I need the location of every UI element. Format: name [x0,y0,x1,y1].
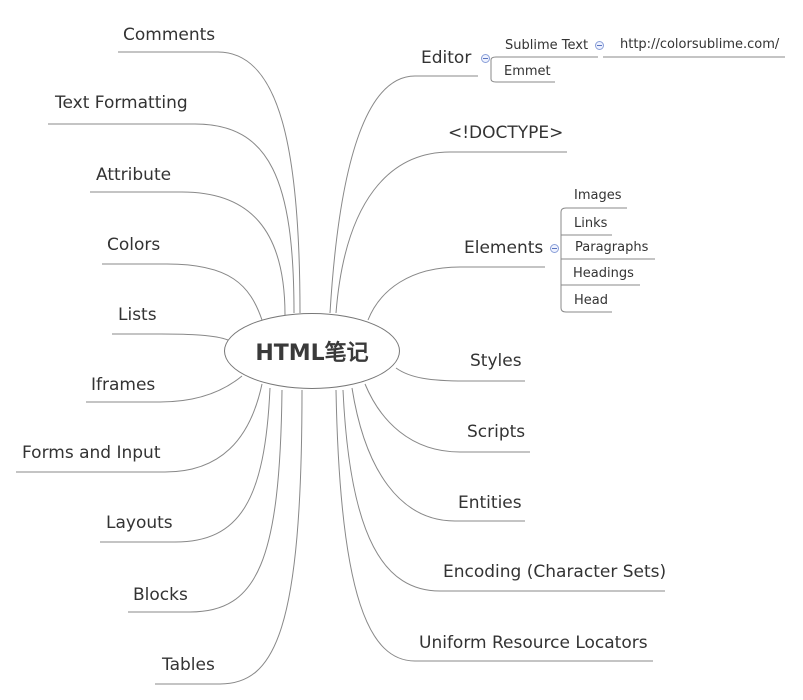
branch-encoding[interactable]: Encoding (Character Sets) [443,562,667,582]
connector-images [560,207,627,267]
connector-iframes [86,375,243,403]
node-sublime-text[interactable]: Sublime Text [505,38,589,53]
connector-emmet [490,76,555,83]
connector-head [560,267,612,313]
branch-attribute[interactable]: Attribute [96,165,172,185]
branch-iframes[interactable]: Iframes [91,375,156,395]
connector-sublime-text [490,56,598,76]
connector-doctype [335,151,567,314]
connector-blocks [128,389,283,613]
branch-entities[interactable]: Entities [458,493,522,513]
branch-blocks[interactable]: Blocks [133,585,188,605]
branch-layouts[interactable]: Layouts [106,513,173,533]
branch-editor[interactable]: Editor [421,48,472,68]
connector-text-formatting [48,123,295,314]
node-headings[interactable]: Headings [573,266,634,281]
connector-colors [102,263,263,321]
branch-forms-and-input[interactable]: Forms and Input [22,443,161,463]
collapse-editor-icon[interactable] [481,54,490,63]
branch-comments[interactable]: Comments [123,25,216,45]
branch-scripts[interactable]: Scripts [467,422,526,442]
branch-elements[interactable]: Elements [464,238,544,258]
branch-doctype[interactable]: <!DOCTYPE> [448,123,564,143]
node-colorsublime-url[interactable]: http://colorsublime.com/ [620,37,780,52]
branch-text-formatting[interactable]: Text Formatting [55,93,188,113]
branch-uniform-resource-locators[interactable]: Uniform Resource Locators [419,633,648,653]
connector-styles [395,367,525,382]
connector-elements [367,266,545,321]
branch-colors[interactable]: Colors [107,235,161,255]
connector-layouts [100,387,271,543]
collapse-elements-icon[interactable] [550,244,559,253]
connector-tables [155,389,303,685]
connector-forms-and-input [16,383,263,473]
connector-encoding [342,389,665,592]
node-images[interactable]: Images [574,188,622,203]
node-emmet[interactable]: Emmet [504,64,551,79]
branch-styles[interactable]: Styles [470,351,522,371]
connector-entities [351,387,525,522]
node-links[interactable]: Links [574,216,608,231]
root-label: HTML笔记 [255,341,369,366]
connector-lists [112,333,229,341]
connector-urls [335,389,653,662]
connector-scripts [364,383,530,453]
connector-comments [118,51,301,314]
node-head[interactable]: Head [574,293,608,308]
branch-lists[interactable]: Lists [118,305,157,325]
connector-editor [329,75,478,314]
root-node[interactable]: HTML笔记 [224,313,400,389]
connector-attribute [90,191,286,316]
branch-tables[interactable]: Tables [162,655,215,675]
collapse-sublime-text-icon[interactable] [595,41,604,50]
node-paragraphs[interactable]: Paragraphs [575,240,649,255]
